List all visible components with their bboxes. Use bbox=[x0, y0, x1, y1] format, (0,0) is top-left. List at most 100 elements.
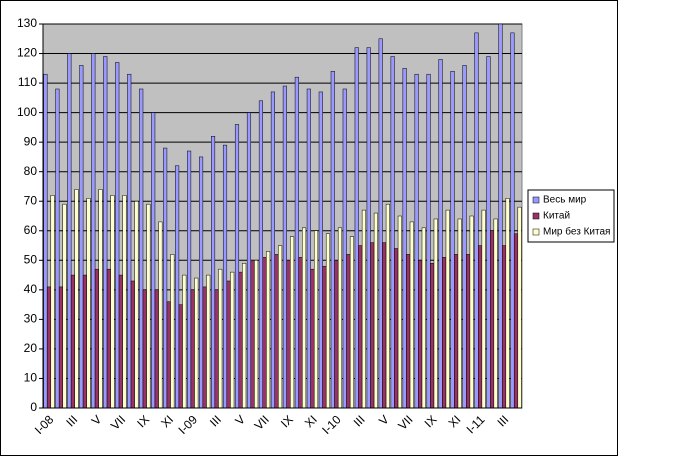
legend-swatch bbox=[532, 212, 540, 220]
bar bbox=[490, 230, 495, 409]
bar bbox=[310, 268, 315, 409]
bar bbox=[493, 218, 498, 409]
bar bbox=[210, 135, 216, 409]
bar bbox=[67, 53, 72, 409]
bar bbox=[302, 227, 307, 409]
bar bbox=[170, 254, 175, 409]
bar bbox=[361, 209, 366, 409]
bar bbox=[175, 165, 180, 409]
bar bbox=[94, 268, 99, 409]
bar bbox=[178, 304, 183, 409]
bar bbox=[438, 59, 443, 409]
bar bbox=[270, 91, 275, 409]
bar bbox=[226, 280, 231, 409]
bar bbox=[134, 200, 139, 409]
bar bbox=[234, 124, 240, 409]
bar bbox=[322, 265, 327, 409]
bar bbox=[50, 195, 55, 409]
bar bbox=[397, 215, 402, 409]
bar bbox=[79, 65, 84, 409]
bar bbox=[266, 251, 271, 409]
y-tick-label: 80 bbox=[24, 164, 38, 178]
bar bbox=[254, 260, 259, 409]
legend: Весь мир Китай Мир без Китая bbox=[527, 189, 615, 243]
bar bbox=[358, 245, 363, 409]
bar bbox=[445, 209, 450, 409]
bar bbox=[127, 73, 132, 409]
bar bbox=[242, 263, 247, 409]
bar bbox=[187, 150, 192, 409]
bar bbox=[370, 242, 375, 409]
bar bbox=[206, 274, 211, 409]
legend-label: Китай bbox=[543, 211, 570, 222]
bar bbox=[246, 112, 252, 409]
bar bbox=[513, 233, 519, 409]
bar bbox=[190, 289, 195, 409]
bar bbox=[442, 257, 447, 409]
y-tick-label: 100 bbox=[17, 105, 37, 119]
bar bbox=[130, 280, 135, 409]
bar bbox=[74, 189, 79, 409]
bar bbox=[282, 85, 287, 409]
bar bbox=[334, 260, 339, 409]
bar bbox=[166, 301, 171, 409]
bar bbox=[91, 53, 96, 409]
bar bbox=[290, 236, 295, 409]
y-tick-label: 60 bbox=[24, 223, 38, 237]
bar bbox=[474, 32, 479, 409]
bar bbox=[382, 242, 387, 409]
bar bbox=[142, 289, 147, 409]
bar bbox=[58, 286, 64, 409]
bar bbox=[325, 233, 331, 409]
bar bbox=[414, 73, 419, 409]
bar bbox=[62, 203, 67, 409]
bar bbox=[163, 147, 168, 409]
bar bbox=[182, 274, 187, 409]
bar bbox=[230, 271, 235, 409]
bar bbox=[450, 71, 455, 409]
bar bbox=[55, 88, 60, 409]
bar bbox=[306, 88, 311, 409]
bar bbox=[98, 189, 103, 409]
bar bbox=[103, 56, 108, 409]
legend-label: Весь мир bbox=[543, 195, 587, 206]
bar bbox=[406, 254, 411, 409]
y-tick-label: 10 bbox=[24, 371, 38, 385]
bar bbox=[294, 76, 299, 409]
bar bbox=[115, 62, 120, 409]
bar bbox=[390, 56, 395, 409]
y-tick-label: 20 bbox=[24, 341, 38, 355]
bar bbox=[481, 209, 486, 409]
bar bbox=[342, 88, 347, 409]
bar bbox=[402, 68, 407, 409]
bar bbox=[139, 88, 144, 409]
bar bbox=[469, 215, 474, 409]
bar bbox=[258, 100, 263, 409]
bar bbox=[478, 245, 483, 409]
bar bbox=[346, 254, 351, 409]
y-tick-label: 120 bbox=[17, 46, 37, 60]
bar bbox=[373, 212, 378, 409]
bar bbox=[313, 230, 319, 409]
bar bbox=[394, 248, 399, 409]
legend-box bbox=[527, 189, 615, 243]
bar bbox=[385, 203, 390, 409]
bar bbox=[222, 144, 228, 409]
bar bbox=[378, 38, 383, 409]
bar bbox=[318, 91, 323, 409]
bar bbox=[462, 65, 467, 409]
bar bbox=[122, 195, 127, 409]
y-tick-label: 0 bbox=[30, 400, 37, 414]
y-tick-label: 70 bbox=[24, 193, 38, 207]
bar bbox=[86, 198, 91, 409]
bar bbox=[46, 286, 52, 409]
bar bbox=[238, 271, 243, 409]
bar bbox=[454, 254, 459, 409]
bar bbox=[354, 47, 359, 409]
bar bbox=[501, 245, 507, 409]
bar bbox=[337, 227, 343, 409]
bar bbox=[146, 203, 151, 409]
bar bbox=[250, 260, 255, 409]
bar bbox=[43, 73, 48, 409]
